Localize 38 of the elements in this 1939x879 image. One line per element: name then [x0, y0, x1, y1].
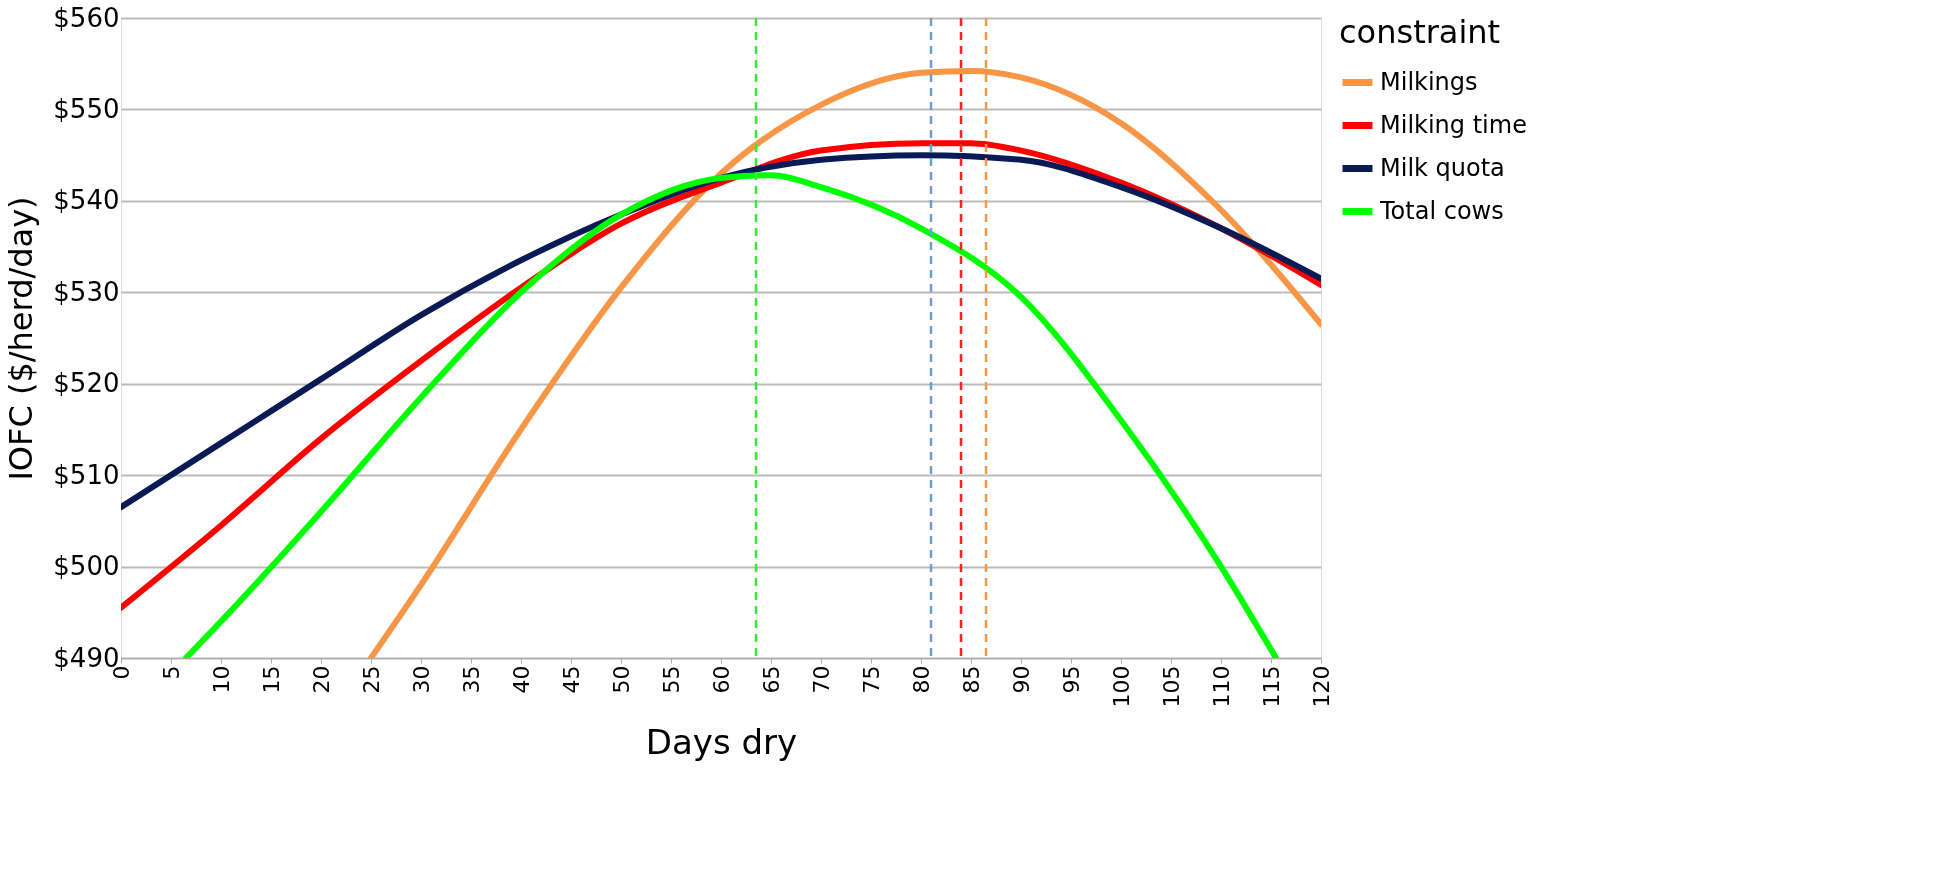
x-tick-label: 15: [258, 665, 284, 694]
x-tick-label: 60: [708, 665, 734, 694]
x-axis-title: Days dry: [645, 722, 798, 763]
x-tick-label: 35: [458, 665, 484, 694]
legend-label: Total cows: [1379, 196, 1504, 225]
y-tick-label: $500: [53, 551, 120, 582]
y-tick-label: $520: [53, 368, 120, 399]
x-tick-label: 85: [958, 665, 984, 694]
y-tick-label: $560: [53, 2, 120, 33]
x-tick-label: 115: [1258, 665, 1284, 708]
x-tick-label: 40: [508, 665, 534, 694]
y-axis-title: IOFC ($/herd/day): [2, 196, 41, 481]
x-tick-label: 110: [1208, 665, 1234, 708]
x-tick-label: 30: [408, 665, 434, 694]
y-tick-label: $540: [53, 185, 120, 216]
legend-title: constraint: [1339, 13, 1501, 51]
legend-label: Milk quota: [1380, 153, 1505, 182]
x-tick-label: 20: [308, 665, 334, 694]
x-tick-label: 75: [858, 665, 884, 694]
x-tick-label: 80: [908, 665, 934, 694]
x-tick-label: 10: [208, 665, 234, 694]
x-tick-label: 65: [758, 665, 784, 694]
legend-label: Milking time: [1380, 110, 1527, 139]
x-tick-label: 45: [558, 665, 584, 694]
x-tick-label: 90: [1008, 665, 1034, 694]
legend-label: Milkings: [1380, 67, 1478, 96]
y-tick-label: $510: [53, 459, 120, 490]
x-tick-label: 100: [1108, 665, 1134, 708]
x-tick-label: 25: [358, 665, 384, 694]
x-tick-label: 55: [658, 665, 684, 694]
x-tick-label: 5: [158, 665, 184, 680]
x-tick-label: 70: [808, 665, 834, 694]
y-tick-label: $550: [53, 93, 120, 124]
x-tick-label: 50: [608, 665, 634, 694]
x-tick-label: 95: [1058, 665, 1084, 694]
x-tick-label: 105: [1158, 665, 1184, 708]
y-tick-label: $530: [53, 276, 120, 307]
x-tick-label: 120: [1308, 665, 1334, 708]
